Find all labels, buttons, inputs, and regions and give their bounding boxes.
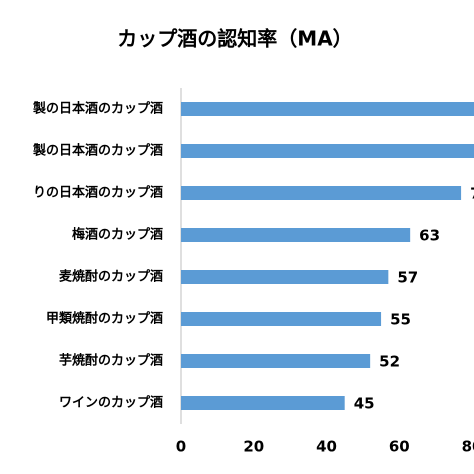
bar — [181, 270, 389, 284]
data-label: 45 — [354, 395, 375, 413]
y-tick-label: ワインのカップ酒 — [59, 396, 163, 411]
data-label: 57 — [397, 269, 418, 287]
y-tick-label: 甲類焼酎のカップ酒 — [46, 311, 163, 327]
chart-title: カップ酒の認知率（MA） — [117, 27, 352, 51]
data-label: 52 — [379, 353, 400, 371]
data-label: 77 — [470, 185, 474, 203]
bar — [181, 228, 411, 242]
y-tick-label: 製の日本酒のカップ酒 — [32, 143, 163, 159]
bar — [181, 312, 382, 326]
y-tick-label: 麦焼酎のカップ酒 — [59, 269, 163, 285]
bar — [181, 144, 474, 158]
bar — [181, 396, 345, 410]
data-label: 55 — [390, 311, 411, 329]
y-tick-label: 芋焼酎のカップ酒 — [59, 353, 163, 369]
bar — [181, 102, 474, 116]
x-tick-label: 20 — [243, 438, 264, 456]
y-tick-label: りの日本酒のカップ酒 — [33, 185, 163, 201]
x-tick-label: 40 — [316, 438, 337, 456]
y-tick-label: 梅酒のカップ酒 — [72, 227, 163, 243]
x-tick-label: 0 — [176, 438, 186, 456]
bar — [181, 186, 462, 200]
y-tick-label: 製の日本酒のカップ酒 — [32, 101, 163, 117]
data-label: 63 — [419, 227, 440, 245]
x-tick-label: 80 — [462, 438, 474, 456]
bar — [181, 354, 371, 368]
x-tick-label: 60 — [389, 438, 410, 456]
